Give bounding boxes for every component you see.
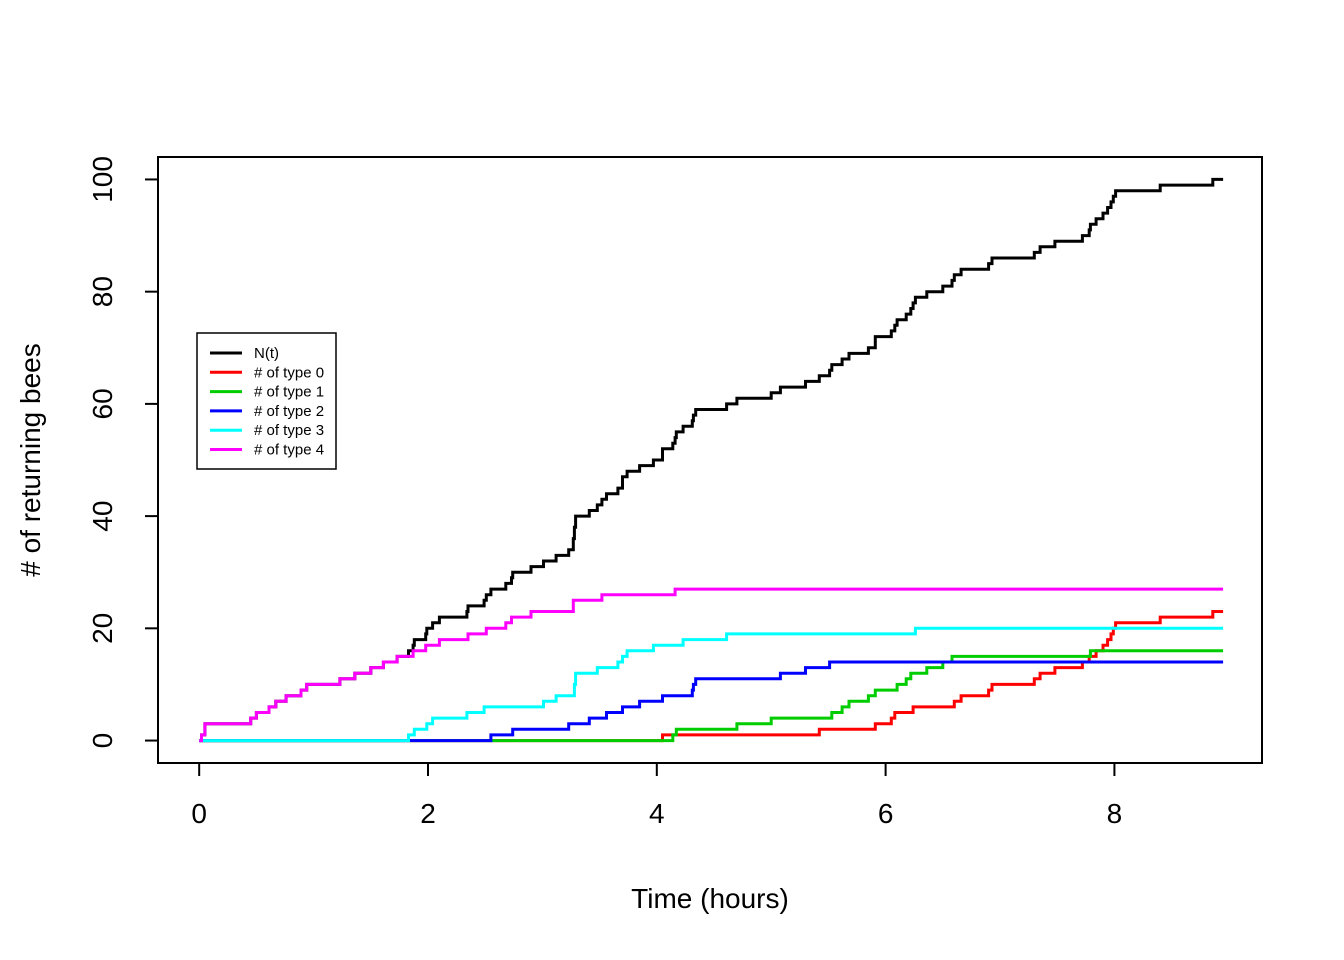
legend-entry: # of type 0 [210, 364, 324, 381]
y-tick-label: 0 [87, 733, 118, 749]
legend-entry: # of type 3 [210, 422, 324, 439]
x-tick-label: 6 [878, 798, 894, 829]
legend-entry: # of type 4 [210, 442, 324, 459]
legend-entry: # of type 2 [210, 403, 324, 420]
series-lines [199, 177, 1224, 743]
legend-label: N(t) [254, 345, 279, 362]
series-line-of-type-1 [199, 649, 1224, 743]
y-tick-label: 60 [87, 388, 118, 419]
y-tick-label: 40 [87, 501, 118, 532]
y-tick-label: 100 [87, 156, 118, 203]
legend-label: # of type 2 [254, 403, 324, 420]
x-axis-title: Time (hours) [631, 883, 789, 914]
series-line-of-type-0 [199, 610, 1224, 743]
legend-label: # of type 3 [254, 422, 324, 439]
plot-frame [157, 156, 1263, 764]
series-line-of-type-3 [199, 626, 1224, 743]
x-tick-label: 4 [649, 798, 665, 829]
legend-label: # of type 4 [254, 442, 324, 459]
series-line-of-type-4 [199, 587, 1224, 743]
y-tick-label: 20 [87, 613, 118, 644]
series-line-of-type-2 [199, 660, 1224, 743]
legend-label: # of type 1 [254, 384, 324, 401]
legend-box: N(t) # of type 0 # of type 1 # of type 2 # o… [196, 332, 337, 470]
x-axis-ticks: 0 2 4 6 8 [191, 763, 1122, 829]
legend-frame [196, 332, 337, 470]
x-tick-label: 8 [1107, 798, 1123, 829]
x-tick-label: 2 [420, 798, 436, 829]
legend-entry: # of type 1 [210, 384, 324, 401]
y-axis-ticks: 0 20 40 60 80 100 [87, 156, 158, 748]
y-tick-label: 80 [87, 276, 118, 307]
legend-label: # of type 0 [254, 364, 324, 381]
x-tick-label: 0 [191, 798, 207, 829]
y-axis-title: # of returning bees [15, 343, 46, 577]
legend-entry: N(t) [210, 345, 279, 362]
